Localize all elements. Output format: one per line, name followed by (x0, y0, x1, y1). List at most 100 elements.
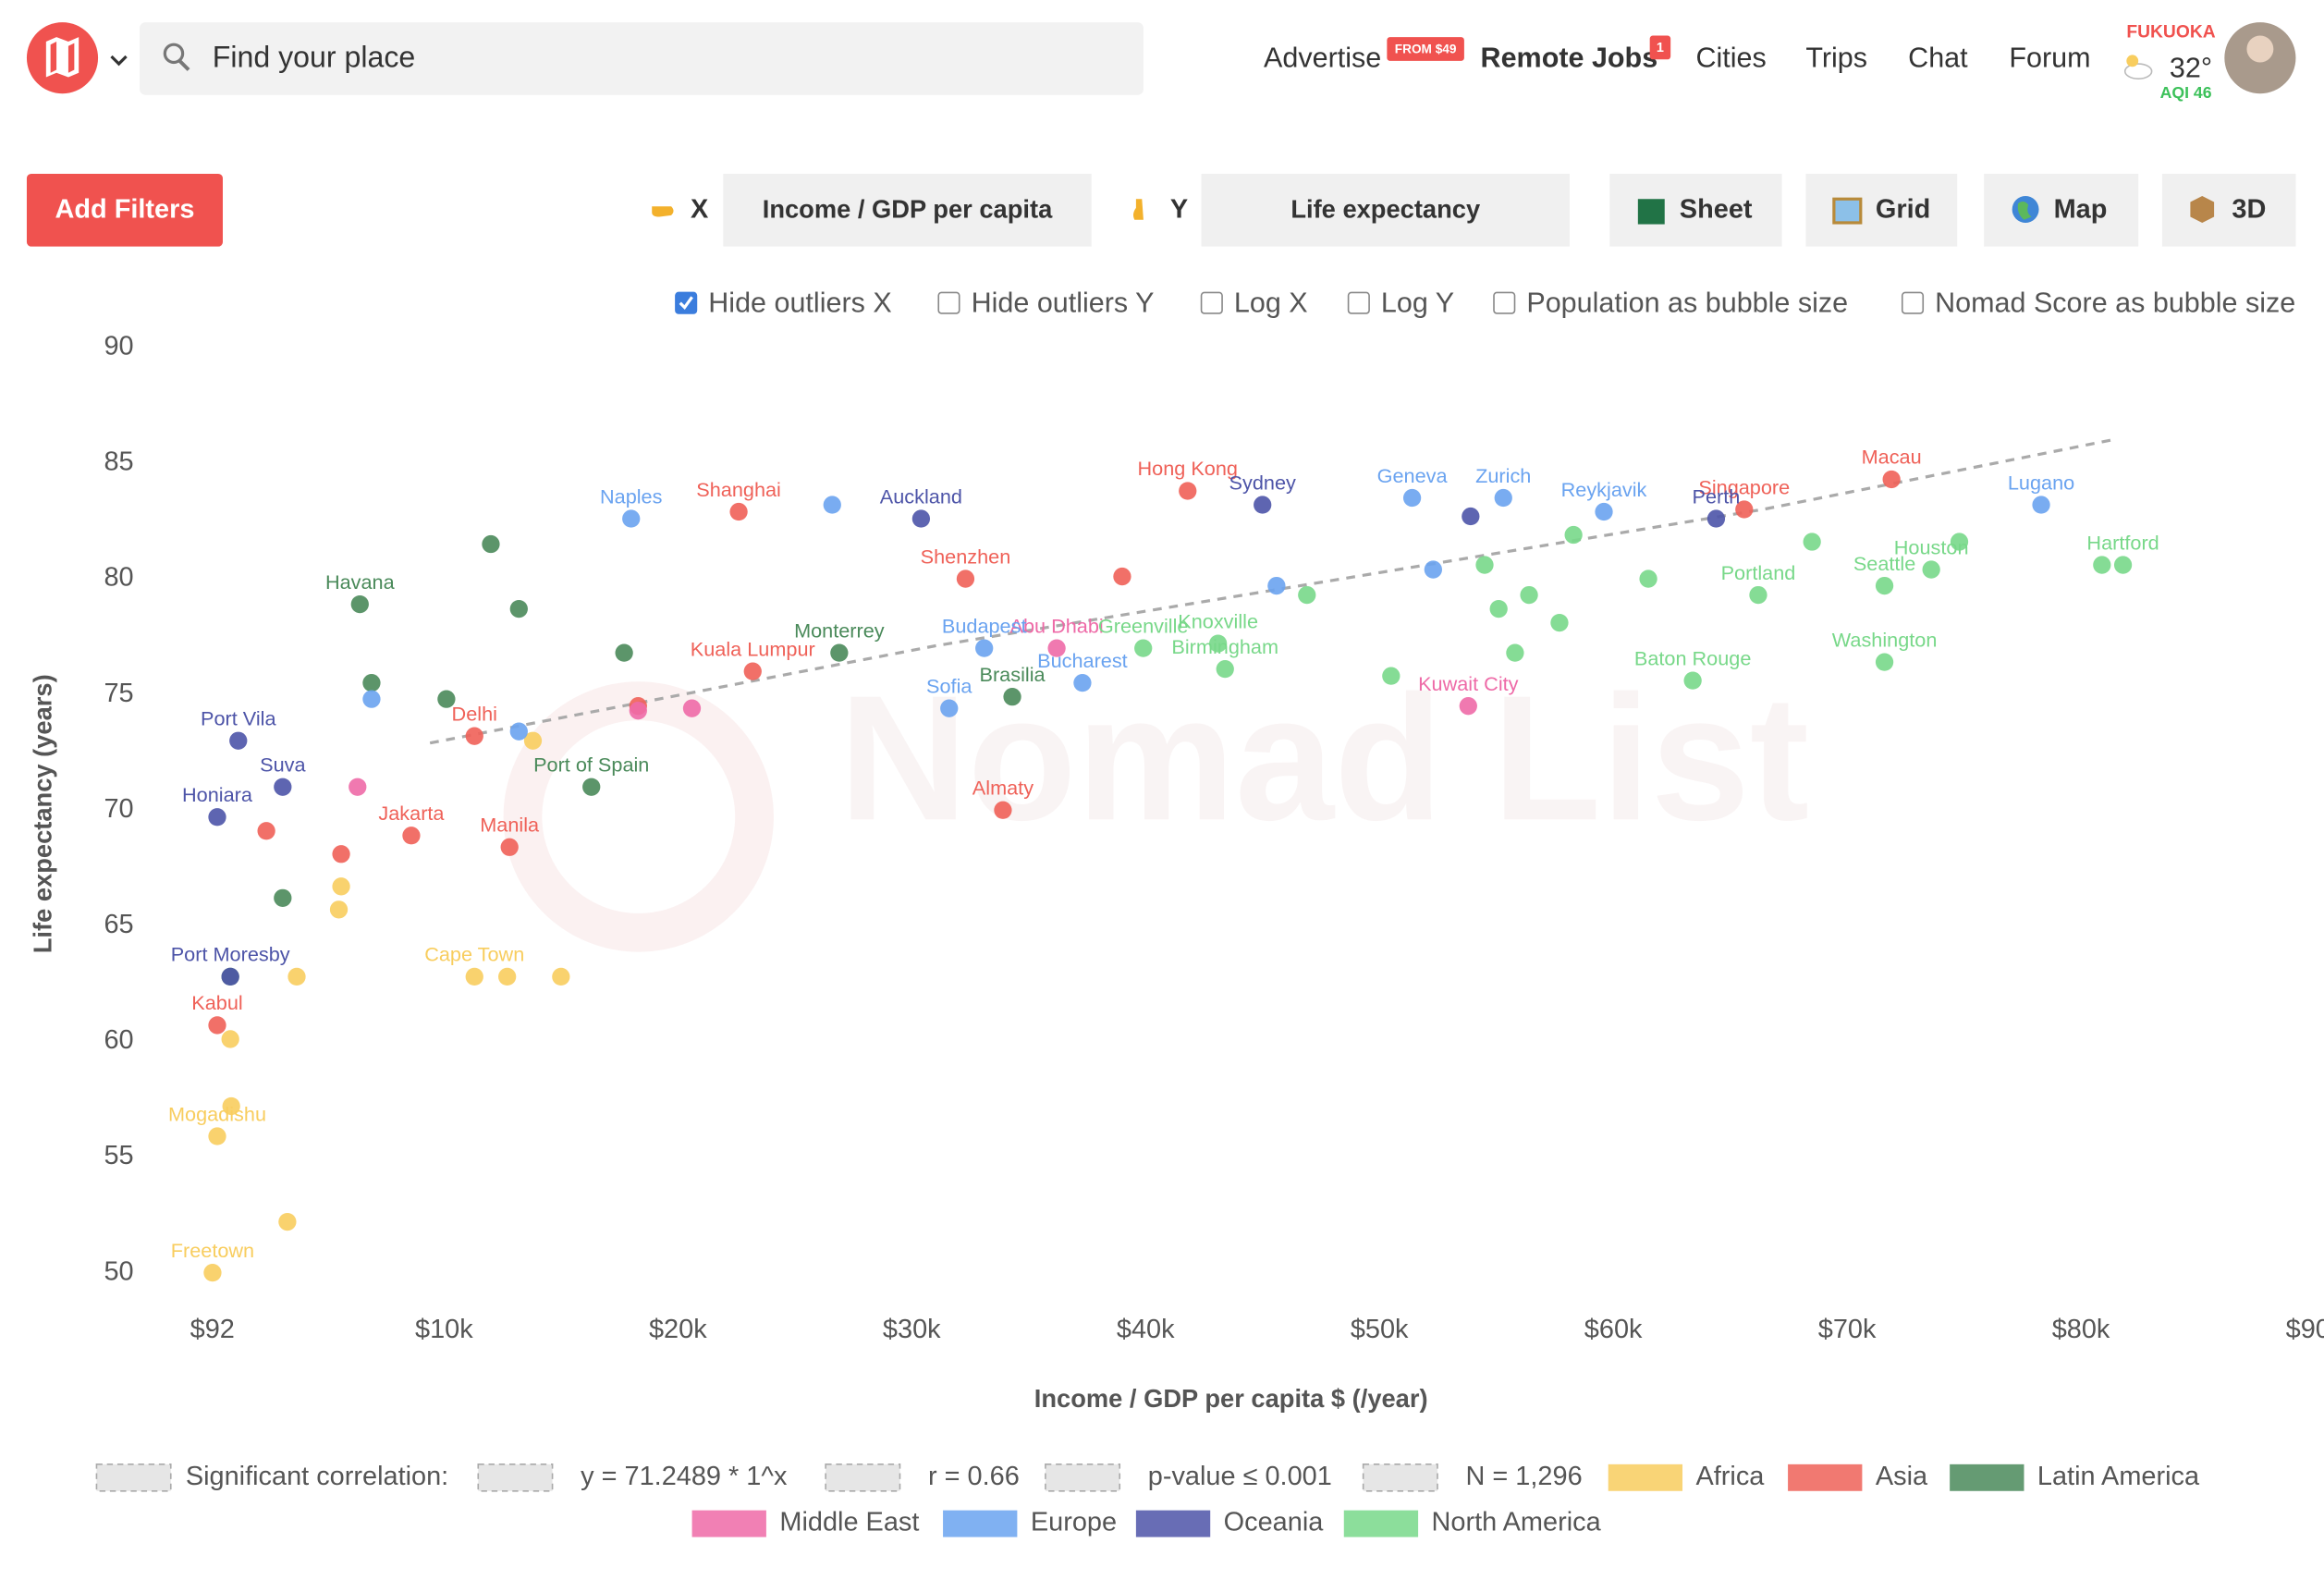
checkbox[interactable] (1493, 291, 1516, 314)
data-point[interactable] (208, 808, 226, 827)
data-point[interactable] (203, 1263, 222, 1282)
data-point[interactable] (1298, 585, 1316, 605)
3d-button[interactable] (2161, 173, 2296, 247)
data-point[interactable] (482, 534, 500, 554)
data-point[interactable] (1882, 470, 1901, 489)
data-point[interactable] (1735, 500, 1754, 519)
data-point[interactable] (1950, 533, 1969, 551)
grid-button[interactable] (1805, 173, 1958, 247)
data-point[interactable] (509, 599, 528, 618)
nav-link[interactable]: Chat (1908, 42, 1968, 73)
data-point[interactable] (1462, 507, 1480, 526)
data-point[interactable] (1424, 560, 1443, 579)
data-point[interactable] (465, 727, 483, 745)
data-point[interactable] (1506, 643, 1524, 662)
data-point[interactable] (1922, 560, 1940, 579)
data-point[interactable] (552, 967, 570, 986)
data-point[interactable] (437, 690, 456, 708)
data-point[interactable] (1706, 509, 1726, 528)
data-point[interactable] (402, 827, 421, 845)
data-point[interactable] (1047, 639, 1066, 657)
nav-link[interactable]: Cities (1695, 42, 1766, 73)
data-point[interactable] (1749, 585, 1767, 605)
data-point[interactable] (1494, 488, 1512, 508)
data-point[interactable] (1134, 639, 1153, 657)
data-point[interactable] (1875, 576, 1894, 595)
menu-caret[interactable] (110, 55, 128, 67)
data-point[interactable] (1267, 576, 1286, 595)
data-point[interactable] (729, 502, 748, 521)
x-selector[interactable] (723, 173, 1092, 247)
y-selector[interactable] (1201, 173, 1570, 247)
data-point[interactable] (362, 690, 381, 708)
data-point[interactable] (329, 900, 349, 919)
data-point[interactable] (1209, 634, 1228, 653)
data-point[interactable] (221, 967, 239, 986)
data-point[interactable] (1459, 697, 1477, 716)
data-point[interactable] (465, 967, 483, 986)
data-point[interactable] (994, 801, 1012, 819)
data-point[interactable] (1073, 674, 1092, 692)
data-point[interactable] (975, 639, 994, 657)
data-point[interactable] (332, 877, 350, 896)
nav-link[interactable]: Remote Jobs (1481, 42, 1658, 73)
data-point[interactable] (1520, 585, 1538, 605)
data-point[interactable] (1254, 496, 1272, 514)
data-point[interactable] (278, 1212, 297, 1231)
data-point[interactable] (2113, 556, 2133, 574)
data-point[interactable] (274, 888, 292, 907)
data-point[interactable] (229, 731, 248, 750)
data-point[interactable] (1402, 488, 1422, 508)
data-point[interactable] (911, 509, 931, 528)
data-point[interactable] (1489, 599, 1508, 618)
data-point[interactable] (1595, 502, 1613, 521)
data-point[interactable] (509, 722, 528, 741)
data-point[interactable] (682, 699, 702, 717)
map-button[interactable] (1984, 173, 2139, 247)
checkbox[interactable] (937, 291, 960, 314)
data-point[interactable] (362, 674, 381, 692)
data-point[interactable] (622, 509, 641, 528)
nav-link[interactable]: Advertise (1264, 42, 1381, 73)
data-point[interactable] (221, 1030, 239, 1048)
data-point[interactable] (1803, 533, 1821, 551)
data-point[interactable] (523, 731, 543, 750)
data-point[interactable] (1475, 556, 1494, 574)
search-box[interactable] (140, 22, 1144, 95)
data-point[interactable] (257, 822, 275, 840)
data-point[interactable] (743, 662, 762, 680)
data-point[interactable] (1875, 653, 1894, 671)
data-point[interactable] (498, 967, 517, 986)
data-point[interactable] (1550, 613, 1569, 632)
data-point[interactable] (350, 594, 369, 614)
add-filters-button[interactable] (26, 173, 223, 247)
data-point[interactable] (332, 845, 350, 863)
data-point[interactable] (1216, 660, 1234, 679)
data-point[interactable] (823, 496, 841, 514)
data-point[interactable] (956, 569, 975, 588)
data-point[interactable] (940, 699, 959, 717)
data-point[interactable] (208, 1127, 226, 1145)
data-point[interactable] (830, 643, 849, 662)
checkbox[interactable] (1901, 291, 1925, 314)
data-point[interactable] (2032, 496, 2050, 514)
data-point[interactable] (208, 1016, 226, 1035)
data-point[interactable] (1382, 667, 1401, 685)
data-point[interactable] (1179, 482, 1197, 500)
nav-link[interactable]: Trips (1805, 42, 1867, 73)
checkbox[interactable] (1347, 291, 1370, 314)
data-point[interactable] (274, 778, 292, 796)
data-point[interactable] (287, 967, 306, 986)
data-point[interactable] (615, 643, 633, 662)
data-point[interactable] (582, 778, 601, 796)
nav-link[interactable]: Forum (2009, 42, 2090, 73)
data-point[interactable] (1113, 567, 1131, 586)
data-point[interactable] (1639, 569, 1657, 588)
checkbox[interactable] (1200, 291, 1223, 314)
data-point[interactable] (1683, 671, 1702, 690)
data-point[interactable] (1003, 688, 1021, 706)
data-point[interactable] (500, 838, 519, 856)
data-point[interactable] (1564, 525, 1583, 545)
data-point[interactable] (2093, 556, 2111, 574)
data-point[interactable] (222, 1096, 240, 1116)
